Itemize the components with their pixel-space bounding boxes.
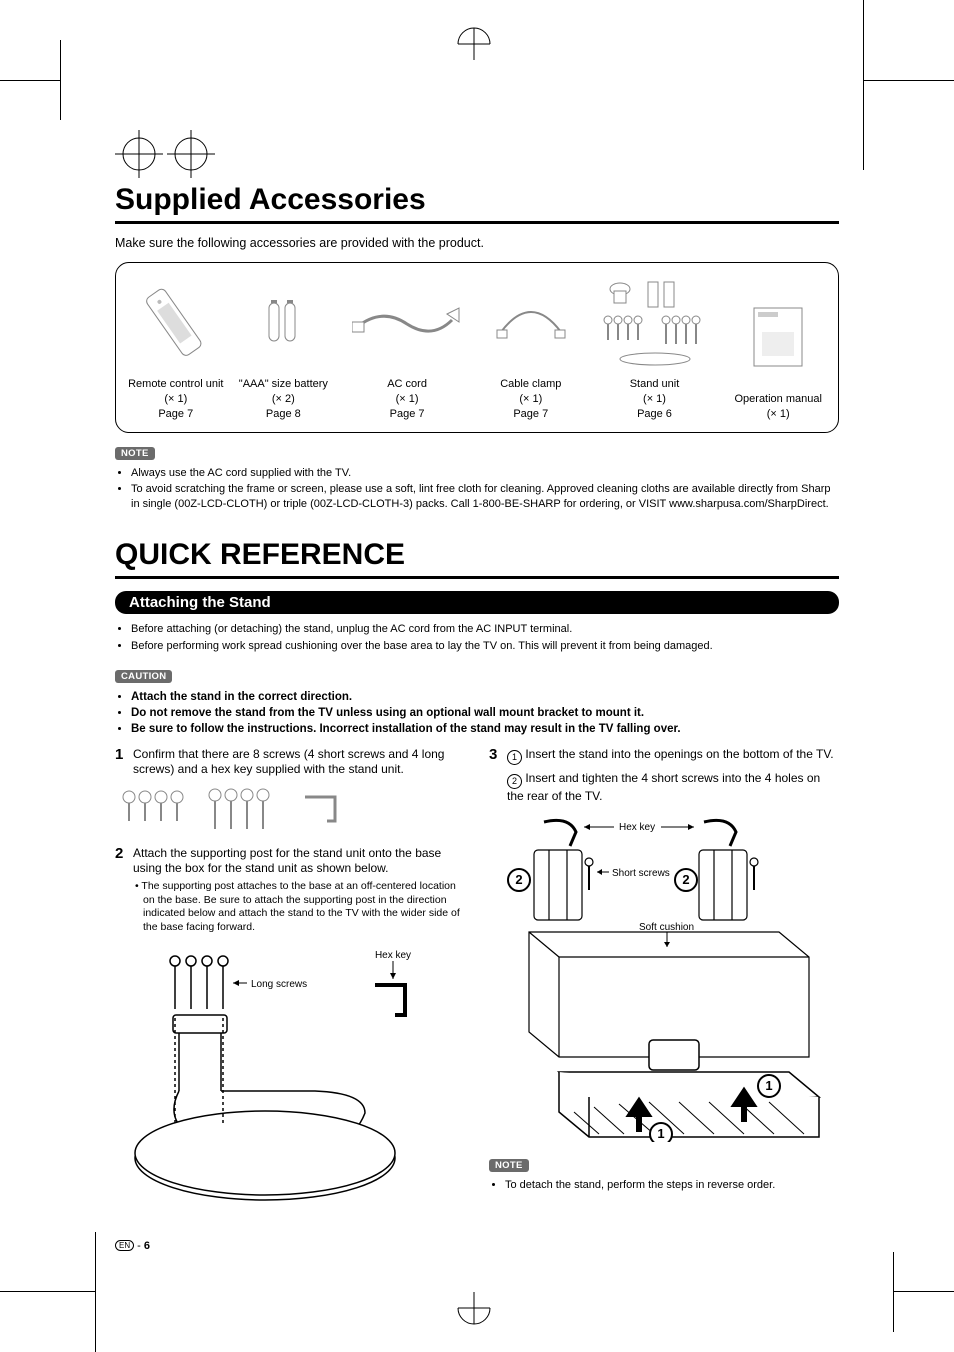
accessory-qty: (× 2)	[230, 392, 338, 407]
callout-1: 1	[649, 1122, 673, 1142]
intro-text: Make sure the following accessories are …	[115, 236, 839, 250]
step-number-2: 2	[115, 846, 133, 935]
accessory-name: Operation manual	[724, 392, 832, 407]
accessory-name: Cable clamp	[477, 377, 585, 392]
accessory-qty: (× 1)	[337, 392, 477, 407]
caution-list: Attach the stand in the correct directio…	[115, 689, 839, 737]
right-column: 3 1 Insert the stand into the openings o…	[489, 747, 839, 1216]
accessory-item: "AAA" size battery (× 2) Page 8	[230, 277, 338, 422]
accessory-item: AC cord (× 1) Page 7	[337, 277, 477, 422]
accessory-page: Page 6	[585, 407, 725, 422]
accessory-item: Stand unit (× 1) Page 6	[585, 277, 725, 422]
caution-item: Do not remove the stand from the TV unle…	[131, 705, 839, 721]
accessory-page: Page 7	[337, 407, 477, 422]
step-2-sub: • The supporting post attaches to the ba…	[133, 880, 465, 935]
heading-rule	[115, 221, 839, 224]
cable-clamp-icon	[477, 277, 585, 367]
registration-mark-icon	[115, 130, 163, 178]
step-1-text: Confirm that there are 8 screws (4 short…	[133, 747, 465, 777]
crop-mark	[60, 40, 61, 120]
accessory-name: Remote control unit	[122, 377, 230, 392]
step-number-3: 3	[489, 747, 507, 804]
accessory-qty: (× 1)	[122, 392, 230, 407]
crop-mark	[864, 80, 954, 81]
accessory-qty: (× 1)	[724, 407, 832, 422]
caution-item: Attach the stand in the correct directio…	[131, 689, 839, 705]
crop-mark	[0, 1291, 95, 1292]
note-item: To avoid scratching the frame or screen,…	[131, 482, 839, 512]
registration-mark-icon	[450, 1284, 498, 1332]
step-2-diagram: Long screws Hex key	[115, 943, 465, 1216]
step-1-diagram	[115, 785, 465, 838]
bullet-item: Before performing work spread cushioning…	[131, 639, 839, 654]
battery-icon	[230, 277, 338, 367]
accessory-qty: (× 1)	[477, 392, 585, 407]
note-item: To detach the stand, perform the steps i…	[505, 1178, 839, 1193]
left-column: 1 Confirm that there are 8 screws (4 sho…	[115, 747, 465, 1216]
accessory-item: Cable clamp (× 1) Page 7	[477, 277, 585, 422]
crop-mark	[863, 0, 864, 170]
label-soft-cushion: Soft cushion	[639, 922, 694, 933]
crop-mark	[893, 1252, 894, 1332]
substep-1-marker: 1	[507, 750, 522, 765]
section-bar-attaching-stand: Attaching the Stand	[115, 591, 839, 614]
lang-badge: EN	[115, 1240, 134, 1251]
bottom-note: To detach the stand, perform the steps i…	[489, 1178, 839, 1193]
accessory-qty: (× 1)	[585, 392, 725, 407]
crop-mark	[95, 1232, 96, 1352]
accessory-item: Operation manual (× 1)	[724, 292, 832, 422]
callout-1: 1	[757, 1074, 781, 1098]
heading-rule	[115, 576, 839, 579]
substep-2-marker: 2	[507, 774, 522, 789]
bullet-item: Before attaching (or detaching) the stan…	[131, 622, 839, 637]
accessory-name: "AAA" size battery	[230, 377, 338, 392]
caution-badge: CAUTION	[115, 670, 172, 683]
note-badge: NOTE	[489, 1159, 529, 1172]
note-badge: NOTE	[115, 447, 155, 460]
step-3a-text: Insert the stand into the openings on th…	[525, 747, 833, 761]
step-2-text: Attach the supporting post for the stand…	[133, 846, 441, 875]
accessories-box: Remote control unit (× 1) Page 7 "AAA" s…	[115, 262, 839, 433]
ac-cord-icon	[337, 277, 477, 367]
crop-mark	[894, 1291, 954, 1292]
callout-2: 2	[674, 868, 698, 892]
step-3b-text: Insert and tighten the 4 short screws in…	[507, 771, 820, 803]
heading-quick-reference: QUICK REFERENCE	[115, 538, 839, 572]
accessory-page: Page 8	[230, 407, 338, 422]
page-number: EN - 6	[115, 1240, 839, 1252]
crop-mark	[0, 80, 60, 81]
note-item: Always use the AC cord supplied with the…	[131, 466, 839, 481]
pre-bullets: Before attaching (or detaching) the stan…	[115, 622, 839, 654]
heading-supplied-accessories: Supplied Accessories	[115, 183, 839, 217]
step-number-1: 1	[115, 747, 133, 777]
stand-unit-icon	[585, 277, 725, 367]
accessory-item: Remote control unit (× 1) Page 7	[122, 277, 230, 422]
accessory-name: Stand unit	[585, 377, 725, 392]
step-3-diagram: Hex key	[489, 812, 839, 1145]
label-hex-key: Hex key	[619, 822, 655, 833]
label-hex-key: Hex key	[375, 950, 411, 961]
registration-mark-icon	[450, 20, 498, 68]
accessory-name: AC cord	[337, 377, 477, 392]
label-long-screws: Long screws	[251, 979, 307, 990]
remote-control-icon	[122, 277, 230, 367]
notes-block: Always use the AC cord supplied with the…	[115, 466, 839, 513]
label-short-screws: Short screws	[612, 868, 670, 879]
callout-2: 2	[507, 868, 531, 892]
accessory-page: Page 7	[477, 407, 585, 422]
caution-item: Be sure to follow the instructions. Inco…	[131, 721, 839, 737]
manual-icon	[724, 292, 832, 382]
registration-mark-icon	[167, 130, 215, 178]
accessory-page: Page 7	[122, 407, 230, 422]
